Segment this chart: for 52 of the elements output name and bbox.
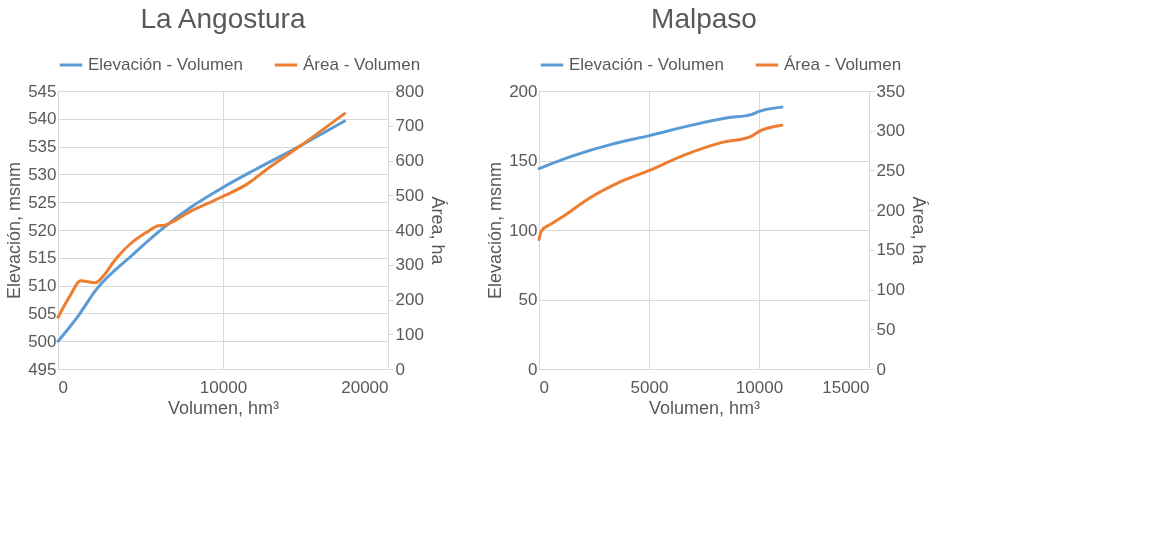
legend-label: Elevación - Volumen	[569, 55, 724, 74]
y-tick-label: 530	[28, 164, 57, 184]
y2-tick-label: 500	[395, 185, 424, 205]
y-tick-label: 0	[528, 359, 538, 379]
line-series	[537, 123, 784, 242]
y-tick-label: 545	[28, 81, 57, 101]
y2-axis-title: Área, ha	[908, 196, 929, 266]
y2-tick-label: 100	[395, 324, 424, 344]
legend-label: Área - Volumen	[784, 55, 902, 74]
y2-tick-label: 200	[395, 290, 424, 309]
y-tick-label: 505	[28, 303, 57, 323]
y-tick-label: 515	[28, 248, 57, 268]
y2-tick-label: 250	[876, 160, 905, 180]
x-tick-label: 10000	[735, 377, 784, 397]
y-tick-label: 150	[509, 151, 538, 170]
y-tick-label: 510	[28, 276, 57, 296]
x-tick-label: 10000	[199, 377, 248, 397]
x-tick-label: 15000	[822, 377, 870, 397]
legend-label: Área - Volumen	[303, 55, 421, 74]
y-tick-label: 525	[28, 192, 57, 212]
y2-tick-label: 150	[876, 240, 905, 260]
chart-title: Malpaso	[651, 3, 757, 34]
y2-tick-label: 350	[876, 81, 905, 101]
y-tick-label: 520	[28, 220, 57, 240]
x-axis-title: Volumen, hm³	[167, 397, 280, 418]
chart-title: La Angostura	[140, 3, 306, 34]
legend-label: Elevación - Volumen	[88, 55, 243, 74]
y-tick-label: 100	[509, 220, 538, 240]
y2-axis-title: Área, ha	[427, 196, 448, 266]
y-tick-label: 535	[28, 137, 57, 157]
y2-tick-label: 800	[395, 81, 424, 101]
x-tick-label: 20000	[341, 377, 389, 397]
y-tick-label: 50	[518, 290, 538, 309]
y2-tick-label: 400	[395, 220, 424, 240]
y2-tick-label: 300	[395, 255, 424, 275]
x-axis-title: Volumen, hm³	[648, 397, 761, 418]
y-axis-title: Elevación, msnm	[4, 161, 25, 300]
y-tick-label: 495	[28, 359, 57, 379]
line-series	[537, 105, 784, 171]
y2-tick-label: 300	[876, 121, 905, 141]
y2-tick-label: 0	[876, 359, 886, 379]
y2-tick-label: 600	[395, 151, 424, 170]
y-tick-label: 200	[509, 81, 538, 101]
y2-tick-label: 0	[395, 359, 405, 379]
y-tick-label: 540	[28, 109, 57, 129]
y2-tick-label: 200	[876, 200, 905, 220]
y2-tick-label: 700	[395, 116, 424, 136]
y2-tick-label: 100	[876, 280, 905, 300]
x-tick-label: 5000	[630, 377, 669, 397]
y-tick-label: 500	[28, 331, 57, 351]
y2-tick-label: 50	[876, 319, 896, 339]
y-axis-title: Elevación, msnm	[485, 161, 506, 300]
